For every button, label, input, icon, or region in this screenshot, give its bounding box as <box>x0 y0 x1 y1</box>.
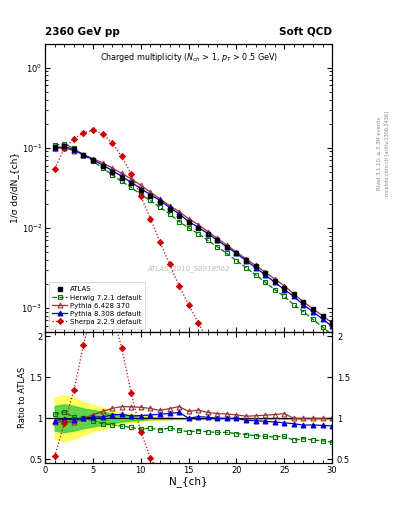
Text: Soft QCD: Soft QCD <box>279 27 332 37</box>
Y-axis label: 1/σ dσ/dN_{ch}: 1/σ dσ/dN_{ch} <box>10 152 19 223</box>
Text: Rivet 3.1.10, ≥ 3.3M events: Rivet 3.1.10, ≥ 3.3M events <box>377 117 382 190</box>
Text: 2360 GeV pp: 2360 GeV pp <box>45 27 120 37</box>
Text: mcplots.cern.ch [arXiv:1306.3436]: mcplots.cern.ch [arXiv:1306.3436] <box>385 111 389 196</box>
Legend: ATLAS, Herwig 7.2.1 default, Pythia 6.428 370, Pythia 8.308 default, Sherpa 2.2.: ATLAS, Herwig 7.2.1 default, Pythia 6.42… <box>49 283 145 329</box>
Y-axis label: Ratio to ATLAS: Ratio to ATLAS <box>18 367 26 429</box>
Text: Charged multiplicity ($N_{ch}$ > 1, $p_{T}$ > 0.5 GeV): Charged multiplicity ($N_{ch}$ > 1, $p_{… <box>99 51 278 63</box>
Text: ATLAS_2010_S8918562: ATLAS_2010_S8918562 <box>147 265 230 272</box>
X-axis label: N_{ch}: N_{ch} <box>169 477 208 487</box>
